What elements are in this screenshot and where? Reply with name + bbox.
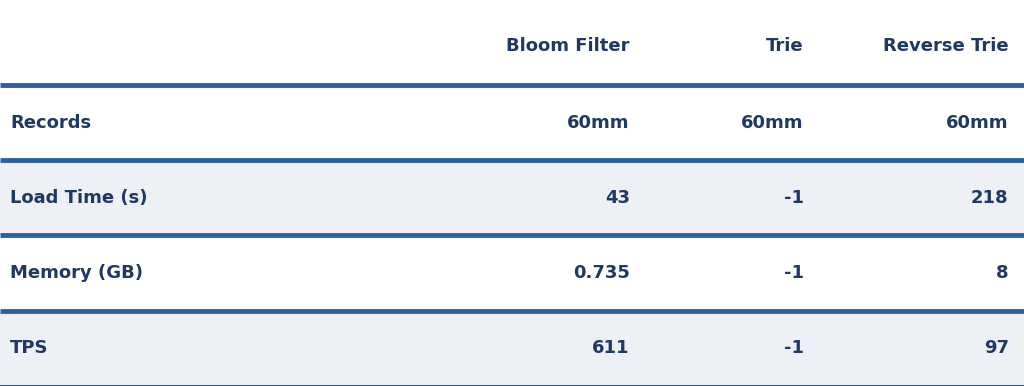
- Text: Records: Records: [10, 113, 91, 132]
- Text: 611: 611: [592, 339, 630, 357]
- Bar: [0, 311, 1024, 386]
- Text: TPS: TPS: [10, 339, 49, 357]
- Text: 97: 97: [984, 339, 1009, 357]
- Text: 60mm: 60mm: [567, 113, 630, 132]
- Text: Trie: Trie: [766, 37, 804, 55]
- Text: 218: 218: [971, 189, 1009, 207]
- Text: -1: -1: [783, 339, 804, 357]
- Text: Load Time (s): Load Time (s): [10, 189, 147, 207]
- Bar: [0, 160, 1024, 235]
- Bar: [0, 0, 1024, 85]
- Text: 8: 8: [996, 264, 1009, 282]
- Bar: [0, 235, 1024, 311]
- Text: 43: 43: [605, 189, 630, 207]
- Text: Memory (GB): Memory (GB): [10, 264, 143, 282]
- Text: 0.735: 0.735: [572, 264, 630, 282]
- Bar: [0, 85, 1024, 160]
- Text: 60mm: 60mm: [741, 113, 804, 132]
- Text: 60mm: 60mm: [946, 113, 1009, 132]
- Text: Bloom Filter: Bloom Filter: [506, 37, 630, 55]
- Text: -1: -1: [783, 189, 804, 207]
- Text: -1: -1: [783, 264, 804, 282]
- Text: Reverse Trie: Reverse Trie: [883, 37, 1009, 55]
